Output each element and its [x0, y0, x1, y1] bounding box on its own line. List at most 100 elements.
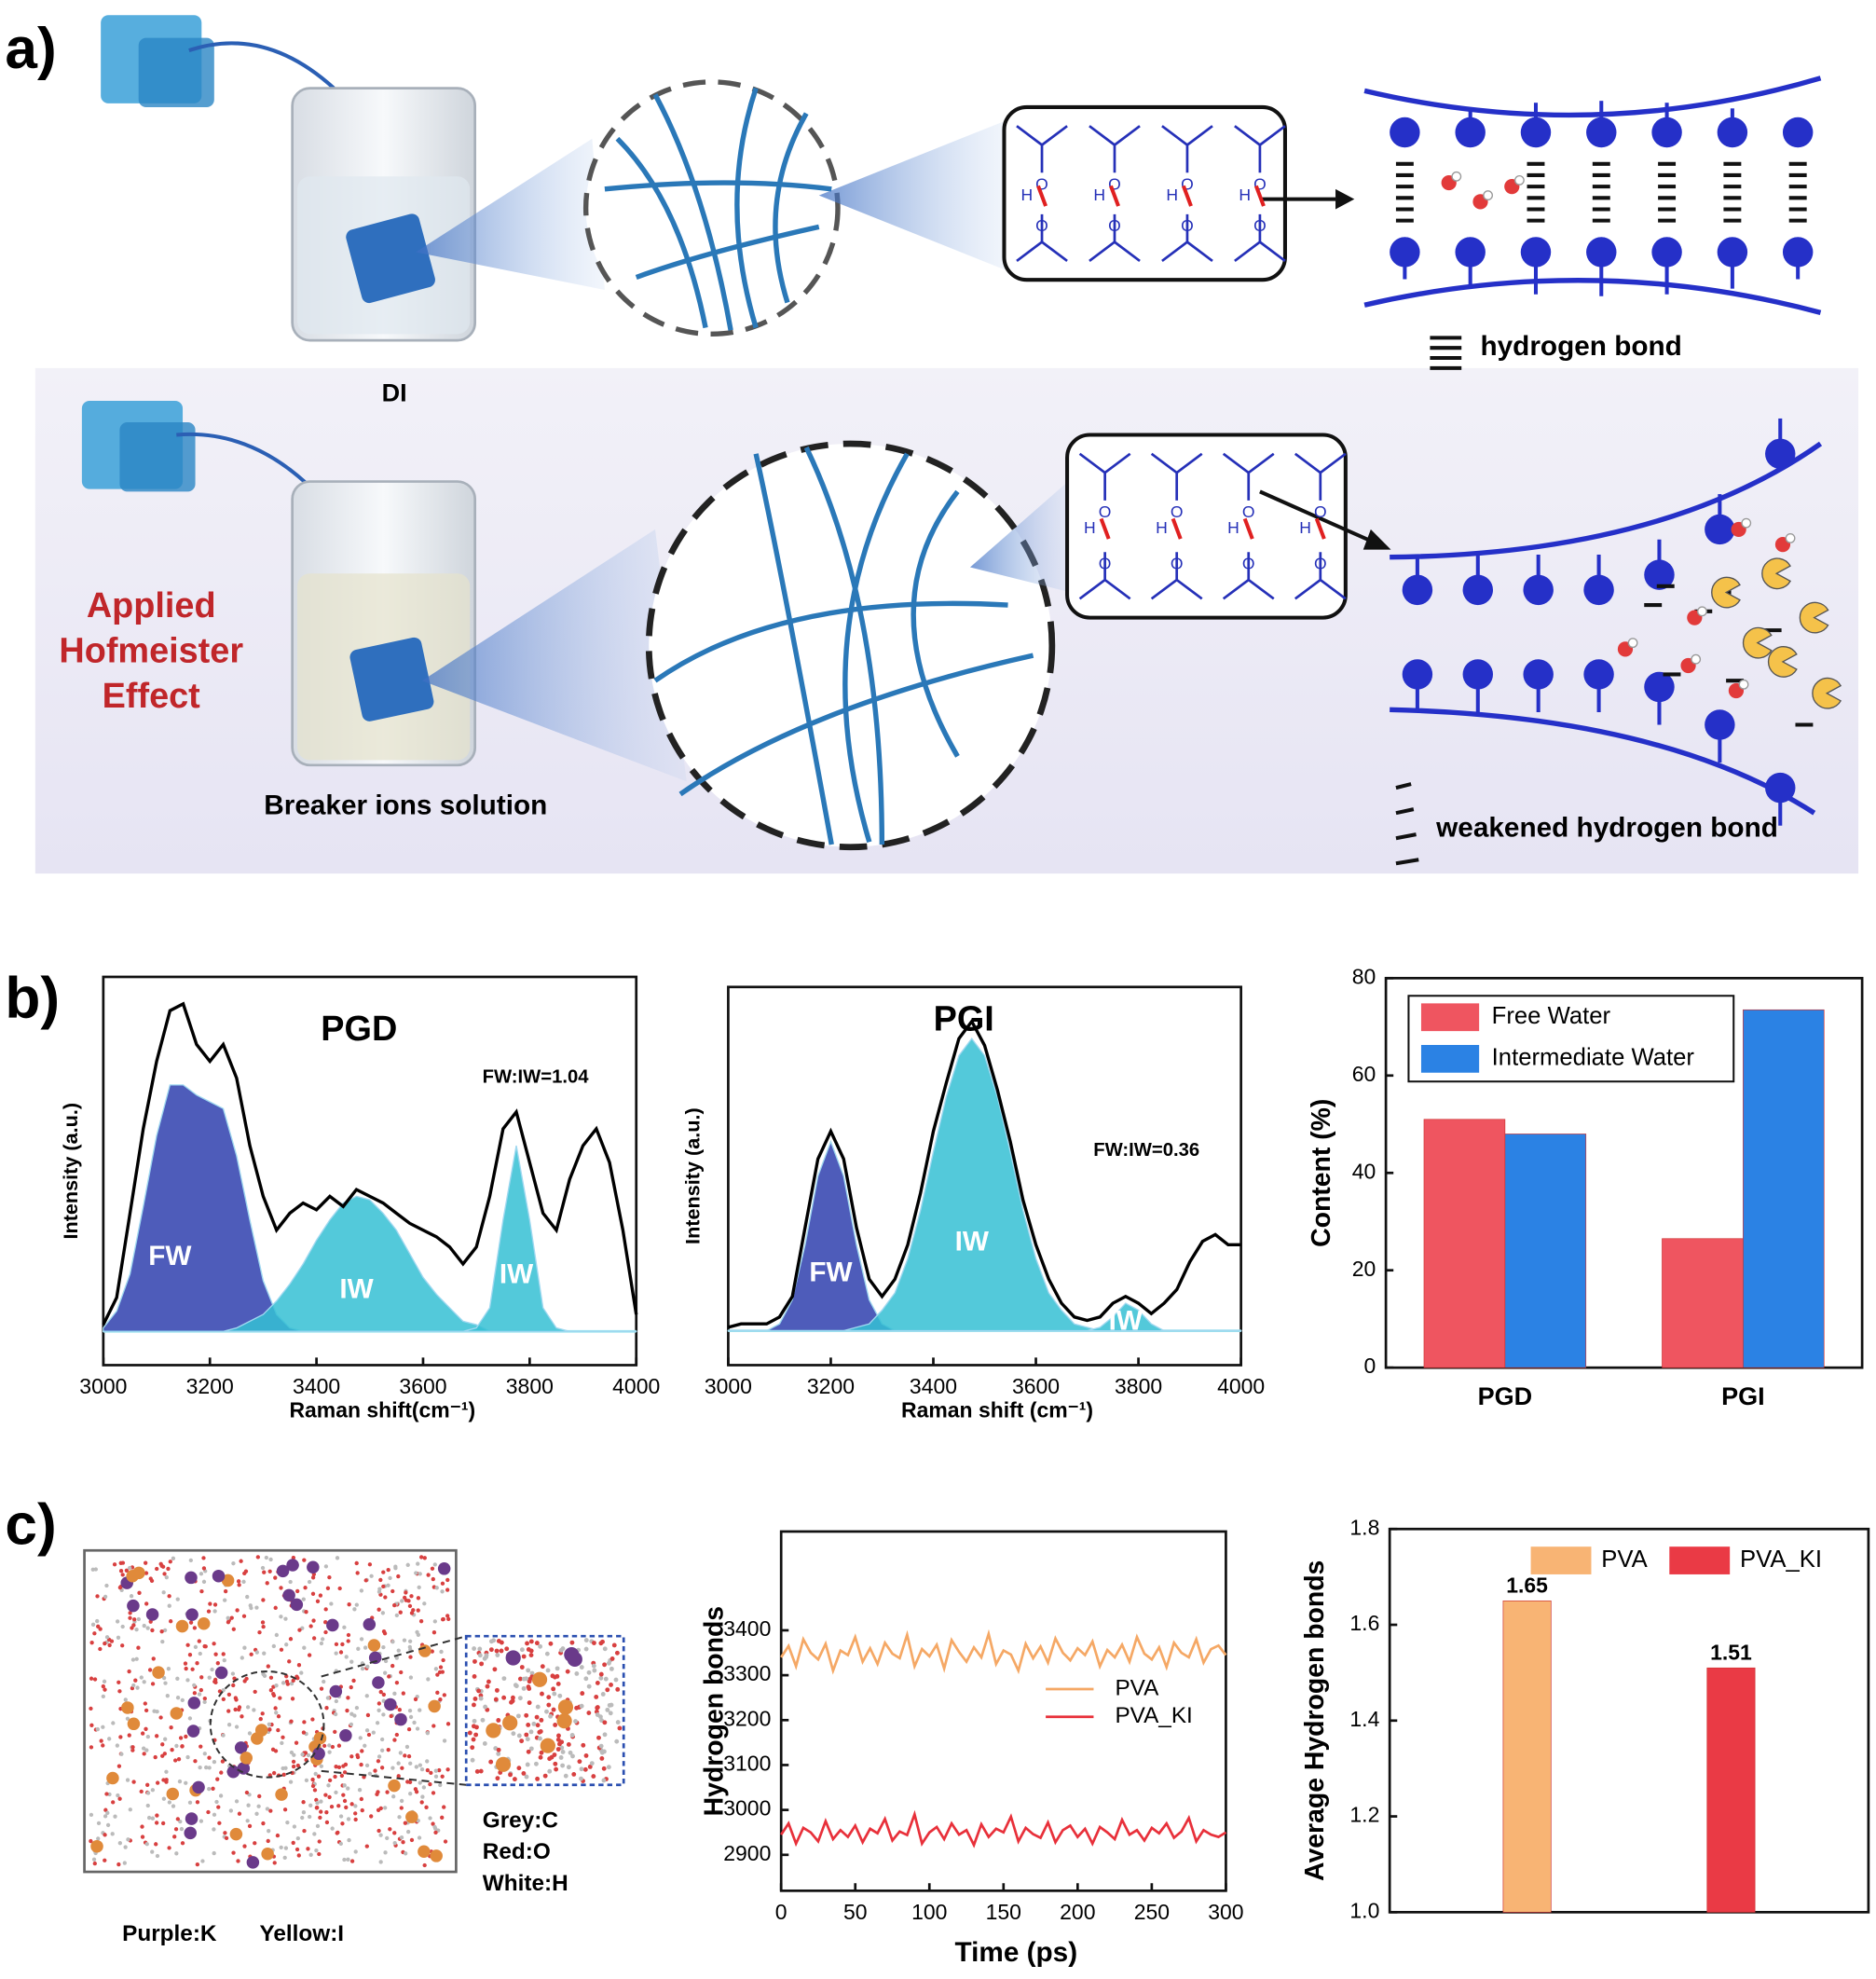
atom: [199, 1572, 204, 1576]
atom: [383, 1658, 389, 1664]
atom: [230, 1671, 236, 1676]
ion: [261, 1847, 274, 1861]
atom: [103, 1641, 107, 1646]
atom: [380, 1611, 386, 1615]
atom: [300, 1815, 305, 1821]
lattice-bond: [1234, 125, 1286, 262]
atom: [552, 1691, 557, 1697]
atom: [231, 1683, 236, 1688]
ion: [394, 1712, 407, 1726]
atom: [274, 1684, 279, 1688]
atom: [399, 1670, 404, 1675]
atom: [534, 1714, 540, 1720]
atom: [398, 1751, 404, 1755]
atom: [315, 1599, 321, 1603]
atom: [519, 1738, 525, 1744]
atom: [342, 1625, 347, 1629]
atom: [90, 1622, 96, 1627]
atom: [175, 1817, 181, 1821]
atom: [396, 1761, 401, 1766]
atom: [379, 1766, 385, 1770]
atom: [174, 1743, 179, 1749]
atom: [289, 1681, 294, 1686]
atom: [554, 1766, 559, 1772]
atom: [231, 1560, 236, 1566]
atom: [291, 1678, 295, 1684]
atom: [150, 1682, 156, 1686]
ion: [486, 1723, 501, 1738]
atom: [193, 1644, 199, 1650]
atom: [168, 1560, 172, 1564]
lattice-box: [1002, 104, 1287, 282]
atom: [408, 1655, 413, 1659]
atom: [145, 1803, 150, 1808]
atom: [474, 1768, 480, 1774]
group: [1765, 772, 1796, 804]
atom: [153, 1754, 157, 1760]
atom: [342, 1798, 348, 1804]
atom: [394, 1680, 400, 1685]
atom: [236, 1579, 241, 1584]
atom: [223, 1831, 227, 1835]
atom: [364, 1694, 369, 1698]
atom-label: O: [1253, 216, 1267, 235]
atom: [319, 1764, 324, 1768]
atom: [220, 1759, 226, 1764]
atom: [521, 1770, 527, 1776]
atom: [152, 1709, 157, 1713]
atom: [407, 1780, 413, 1785]
atom: [217, 1821, 222, 1825]
ion: [502, 1715, 518, 1731]
atom: [273, 1706, 278, 1711]
atom: [407, 1603, 413, 1609]
atom: [386, 1567, 390, 1573]
atom: [245, 1819, 250, 1823]
atom: [141, 1746, 146, 1751]
atom: [434, 1586, 439, 1590]
atom: [341, 1764, 346, 1768]
atom: [271, 1770, 277, 1776]
atom: [144, 1726, 148, 1731]
atom: [241, 1614, 247, 1618]
atom: [89, 1838, 93, 1844]
atom: [155, 1853, 160, 1859]
atom: [197, 1692, 202, 1697]
atom: [212, 1679, 217, 1684]
atom: [139, 1675, 144, 1680]
atom: [438, 1665, 444, 1670]
atom: [252, 1708, 256, 1712]
lattice-bond: [1078, 452, 1131, 600]
atom: [557, 1693, 563, 1698]
atom: [385, 1790, 390, 1794]
atom: [418, 1572, 422, 1576]
atom: [441, 1657, 445, 1663]
atom: [407, 1708, 413, 1713]
atom: [323, 1793, 328, 1797]
atom-label: O: [1171, 554, 1184, 572]
atom: [426, 1677, 431, 1682]
atom: [338, 1814, 344, 1819]
legend-label: Purple:K: [122, 1921, 217, 1946]
effect-label: Applied: [87, 586, 216, 625]
atom: [382, 1670, 388, 1675]
group: [1583, 574, 1614, 606]
atom: [565, 1669, 570, 1674]
atom: [319, 1809, 323, 1814]
atom: [262, 1673, 267, 1678]
atom: [478, 1696, 484, 1701]
atom: [247, 1823, 253, 1829]
atom: [95, 1726, 100, 1732]
atom: [614, 1738, 620, 1744]
atom: [260, 1711, 265, 1716]
atom: [117, 1689, 122, 1694]
atom: [325, 1696, 331, 1700]
atom: [261, 1624, 266, 1629]
atom: [342, 1857, 347, 1862]
atom: [477, 1653, 483, 1658]
atom: [349, 1659, 354, 1664]
atom: [551, 1707, 556, 1712]
atom: [143, 1701, 147, 1706]
ion: [184, 1826, 197, 1840]
atom: [499, 1648, 504, 1654]
ion: [339, 1729, 352, 1742]
